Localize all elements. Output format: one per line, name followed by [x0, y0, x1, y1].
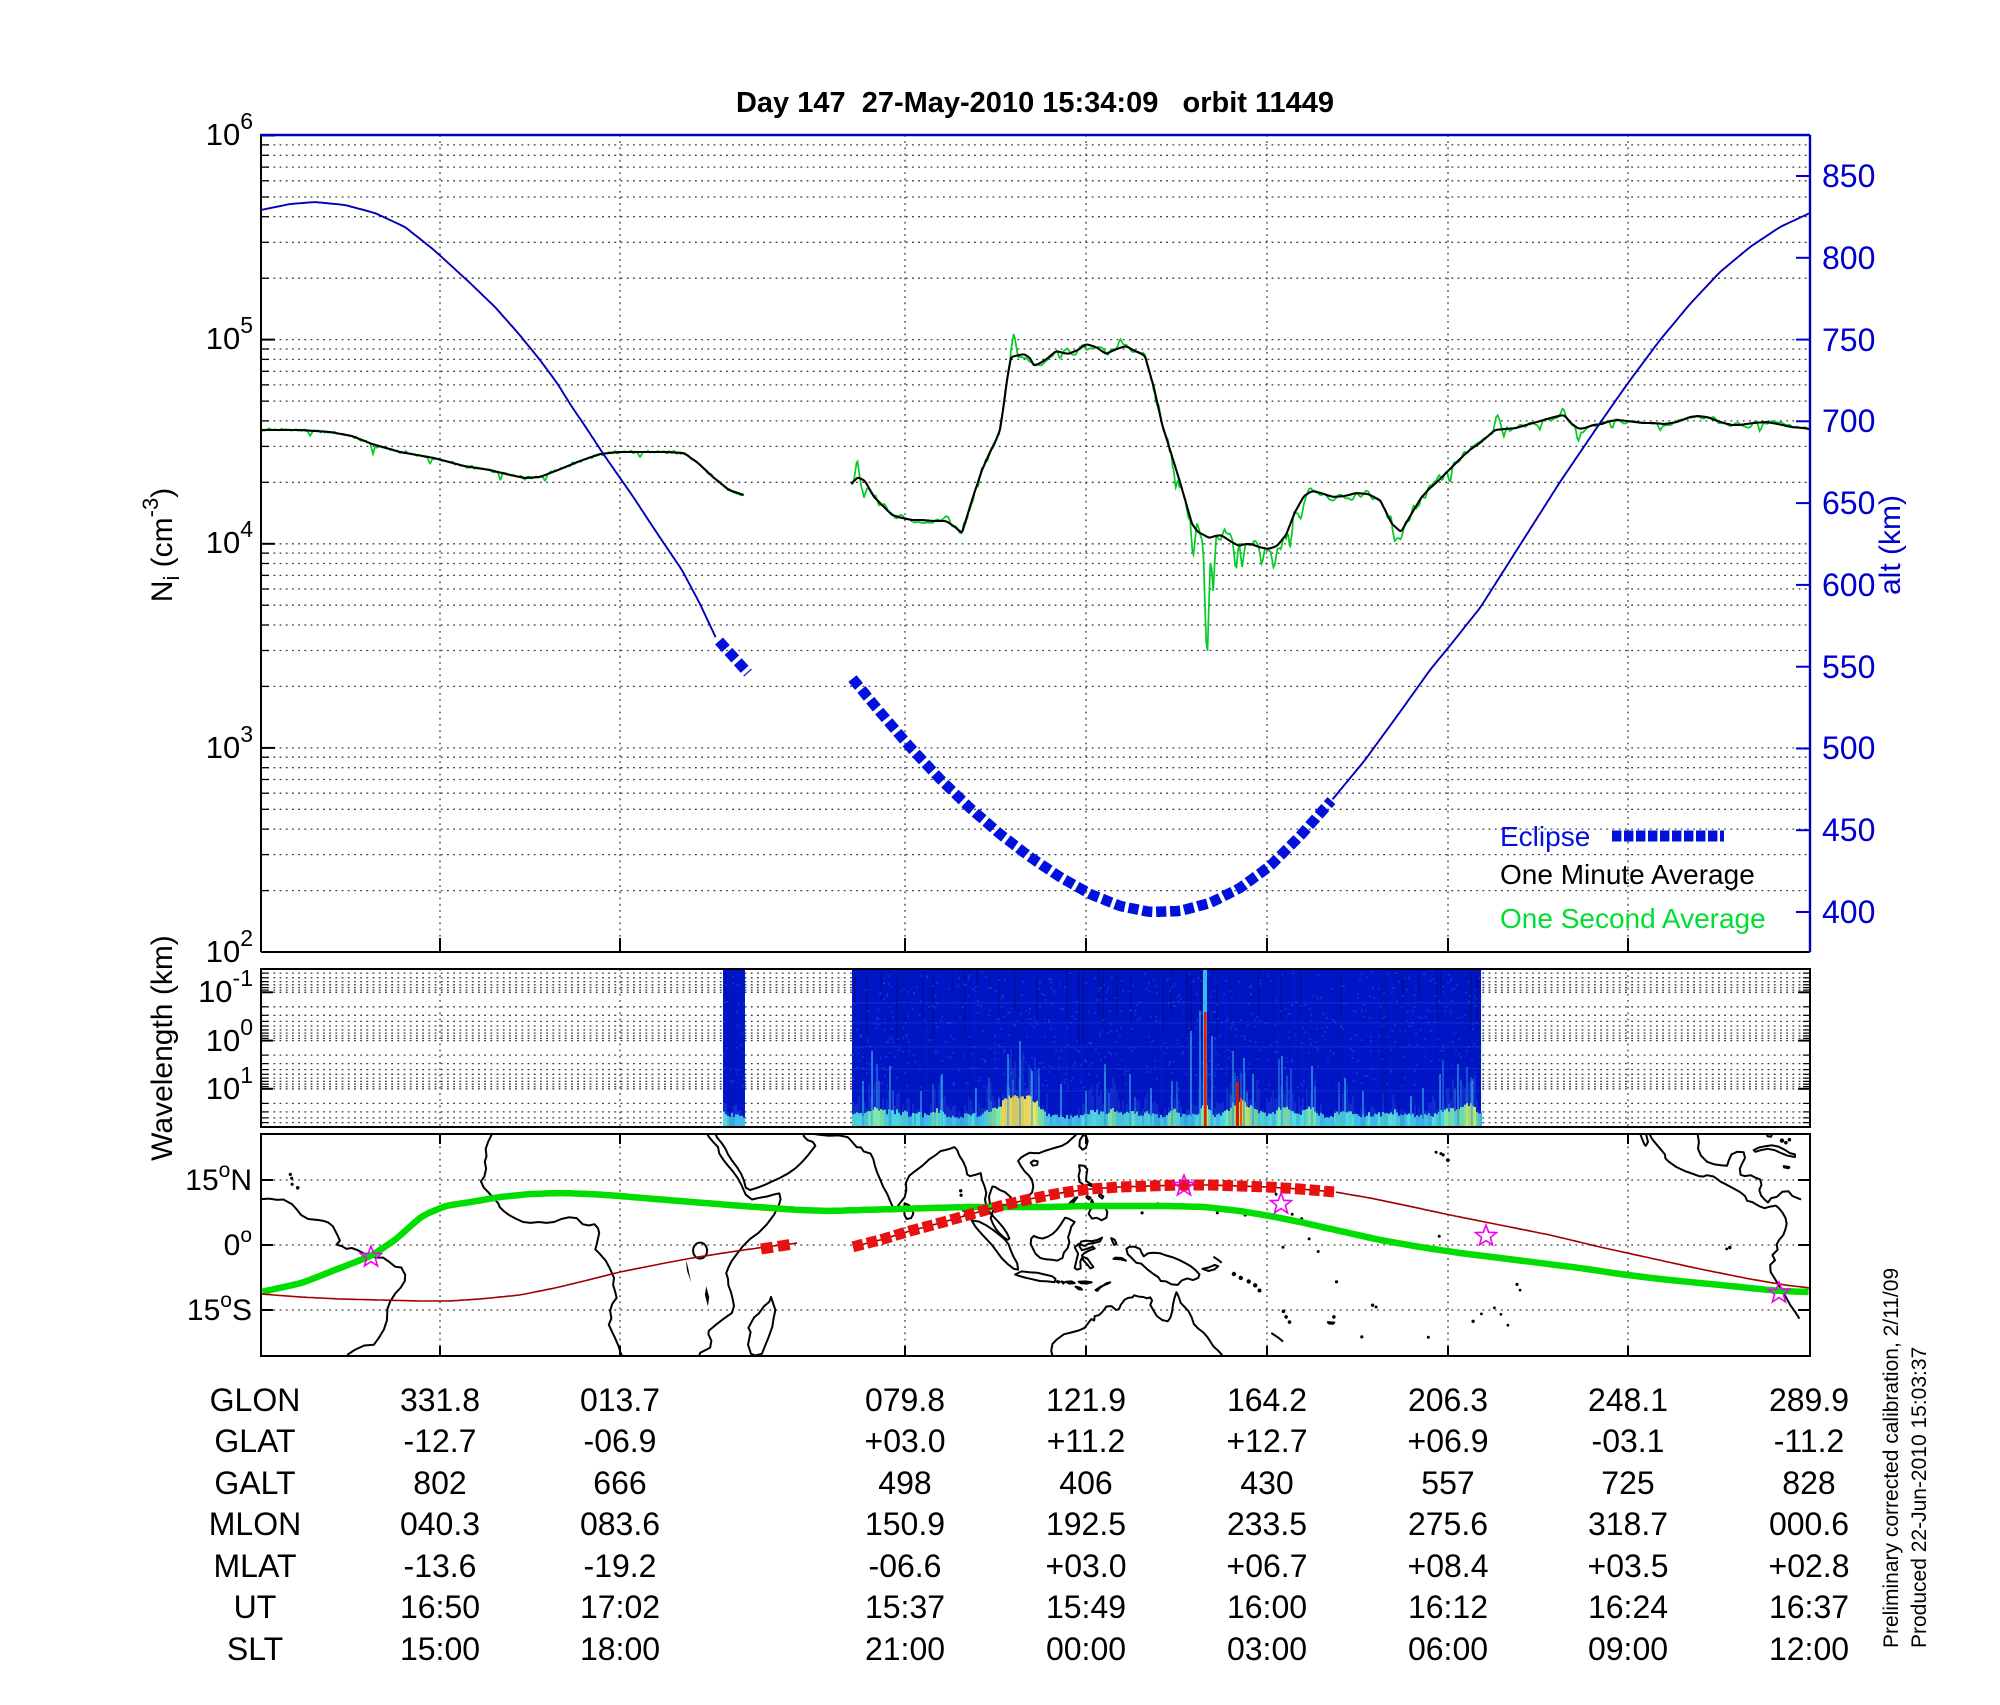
- svg-text:430: 430: [1240, 1465, 1293, 1501]
- svg-text:557: 557: [1421, 1465, 1474, 1501]
- svg-text:800: 800: [1822, 240, 1875, 276]
- svg-text:275.6: 275.6: [1408, 1506, 1488, 1542]
- svg-text:16:50: 16:50: [400, 1589, 480, 1625]
- svg-text:SLT: SLT: [227, 1631, 283, 1667]
- svg-text:406: 406: [1059, 1465, 1112, 1501]
- svg-text:Produced 22-Jun-2010 15:03:37: Produced 22-Jun-2010 15:03:37: [1908, 1347, 1931, 1648]
- svg-text:650: 650: [1822, 485, 1875, 521]
- svg-text:725: 725: [1601, 1465, 1654, 1501]
- svg-text:+03.0: +03.0: [1046, 1548, 1127, 1584]
- svg-text:15:49: 15:49: [1046, 1589, 1126, 1625]
- svg-text:Preliminary corrected calibrat: Preliminary corrected calibration, 2/11/…: [1880, 1268, 1903, 1648]
- svg-text:alt (km): alt (km): [1874, 495, 1907, 595]
- svg-text:17:02: 17:02: [580, 1589, 660, 1625]
- svg-text:Day 147 27-May-2010 15:34:09: Day 147 27-May-2010 15:34:09 orbit 11449: [736, 87, 1334, 119]
- svg-text:-06.9: -06.9: [584, 1423, 657, 1459]
- svg-text:233.5: 233.5: [1227, 1506, 1307, 1542]
- svg-text:+02.8: +02.8: [1769, 1548, 1850, 1584]
- svg-text:+06.7: +06.7: [1227, 1548, 1308, 1584]
- svg-text:666: 666: [593, 1465, 646, 1501]
- svg-text:083.6: 083.6: [580, 1506, 660, 1542]
- svg-text:040.3: 040.3: [400, 1506, 480, 1542]
- svg-text:One Minute Average: One Minute Average: [1500, 859, 1755, 890]
- svg-text:GLON: GLON: [210, 1382, 301, 1418]
- svg-text:16:24: 16:24: [1588, 1589, 1668, 1625]
- svg-text:MLAT: MLAT: [214, 1548, 297, 1584]
- svg-text:03:00: 03:00: [1227, 1631, 1307, 1667]
- svg-text:828: 828: [1782, 1465, 1835, 1501]
- svg-text:Wavelength (km): Wavelength (km): [146, 935, 179, 1161]
- svg-text:12:00: 12:00: [1769, 1631, 1849, 1667]
- svg-text:MLON: MLON: [209, 1506, 301, 1542]
- svg-text:-11.2: -11.2: [1774, 1423, 1845, 1459]
- svg-text:248.1: 248.1: [1588, 1382, 1668, 1418]
- svg-text:00:00: 00:00: [1046, 1631, 1126, 1667]
- svg-text:802: 802: [413, 1465, 466, 1501]
- svg-text:-13.6: -13.6: [404, 1548, 477, 1584]
- svg-text:One Second Average: One Second Average: [1500, 903, 1766, 934]
- svg-text:06:00: 06:00: [1408, 1631, 1488, 1667]
- svg-text:498: 498: [878, 1465, 931, 1501]
- svg-text:15oS: 15oS: [187, 1289, 252, 1327]
- svg-text:GLAT: GLAT: [214, 1423, 295, 1459]
- svg-text:21:00: 21:00: [865, 1631, 945, 1667]
- svg-text:+12.7: +12.7: [1227, 1423, 1308, 1459]
- svg-text:150.9: 150.9: [865, 1506, 945, 1542]
- svg-text:750: 750: [1822, 322, 1875, 358]
- svg-text:UT: UT: [234, 1589, 277, 1625]
- svg-text:192.5: 192.5: [1046, 1506, 1126, 1542]
- svg-text:Eclipse: Eclipse: [1500, 821, 1590, 852]
- svg-text:15:37: 15:37: [865, 1589, 945, 1625]
- svg-text:16:12: 16:12: [1408, 1589, 1488, 1625]
- svg-text:16:00: 16:00: [1227, 1589, 1307, 1625]
- svg-text:09:00: 09:00: [1588, 1631, 1668, 1667]
- svg-text:+06.9: +06.9: [1408, 1423, 1489, 1459]
- svg-text:+11.2: +11.2: [1047, 1423, 1126, 1459]
- svg-text:700: 700: [1822, 403, 1875, 439]
- svg-text:500: 500: [1822, 730, 1875, 766]
- svg-text:164.2: 164.2: [1227, 1382, 1307, 1418]
- svg-text:121.9: 121.9: [1046, 1382, 1126, 1418]
- svg-text:+08.4: +08.4: [1408, 1548, 1489, 1584]
- svg-text:-12.7: -12.7: [404, 1423, 477, 1459]
- svg-text:550: 550: [1822, 649, 1875, 685]
- svg-text:-06.6: -06.6: [869, 1548, 942, 1584]
- svg-text:289.9: 289.9: [1769, 1382, 1849, 1418]
- svg-text:+03.0: +03.0: [865, 1423, 946, 1459]
- svg-text:-03.1: -03.1: [1592, 1423, 1665, 1459]
- svg-text:013.7: 013.7: [580, 1382, 660, 1418]
- svg-text:18:00: 18:00: [580, 1631, 660, 1667]
- svg-text:15oN: 15oN: [185, 1159, 252, 1197]
- svg-text:318.7: 318.7: [1588, 1506, 1668, 1542]
- svg-text:206.3: 206.3: [1408, 1382, 1488, 1418]
- svg-text:400: 400: [1822, 894, 1875, 930]
- svg-text:850: 850: [1822, 158, 1875, 194]
- svg-text:-19.2: -19.2: [584, 1548, 657, 1584]
- svg-text:GALT: GALT: [214, 1465, 295, 1501]
- svg-text:000.6: 000.6: [1769, 1506, 1849, 1542]
- svg-text:600: 600: [1822, 567, 1875, 603]
- svg-text:+03.5: +03.5: [1588, 1548, 1669, 1584]
- svg-text:16:37: 16:37: [1769, 1589, 1849, 1625]
- svg-text:079.8: 079.8: [865, 1382, 945, 1418]
- svg-text:331.8: 331.8: [400, 1382, 480, 1418]
- svg-text:15:00: 15:00: [400, 1631, 480, 1667]
- svg-text:450: 450: [1822, 812, 1875, 848]
